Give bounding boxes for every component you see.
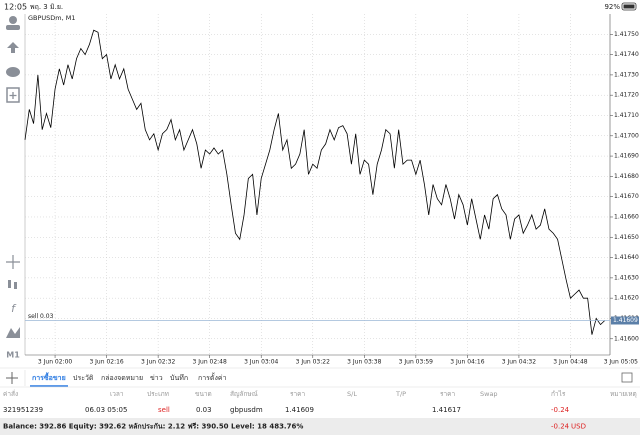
y-tick-label: 1.41690 [614,153,639,160]
column-header: ประเภท [147,390,169,398]
price-tag [611,316,639,325]
new-order-icon[interactable] [6,87,20,103]
account-icon[interactable] [9,16,17,24]
table-cell: -0.24 [551,406,570,414]
column-header: S/L [347,390,357,398]
y-tick-label: 1.41630 [614,274,639,281]
table-cell: 1.41609 [285,406,314,414]
y-tick-label: 1.41700 [614,132,639,139]
x-tick-label: 3 Jun 03:22 [296,359,330,366]
add-button[interactable] [6,372,18,384]
total-profit: -0.24 [551,423,570,431]
status-date: พฤ. 3 มิ.ย. [30,3,63,11]
tab[interactable]: บันทึก [170,373,188,382]
chat-icon[interactable] [6,67,20,77]
position-label: sell 0.03 [28,313,54,320]
y-tick-label: 1.41660 [614,213,639,220]
tab[interactable]: กล่องจดหมาย [101,374,143,382]
column-header: หมายเหตุ [610,390,637,398]
chart-title: GBPUSDm, M1 [28,14,76,22]
column-header: ราคา [440,390,455,398]
trade-icon[interactable] [7,42,19,53]
battery-level [623,4,635,9]
y-tick-label: 1.41600 [614,335,639,342]
x-tick-label: 3 Jun 04:16 [450,359,484,366]
currency: USD [571,423,586,431]
table-cell: gbpusdm [230,406,263,414]
balance-text: Balance: 392.86 Equity: 392.62 หลักประกั… [3,423,303,431]
column-header: ขนาด [195,390,212,398]
x-tick-label: 3 Jun 04:32 [502,359,536,366]
account-icon-body[interactable] [6,25,20,30]
timeframe[interactable]: M1 [6,351,20,360]
x-tick-label: 3 Jun 03:38 [347,359,381,366]
orders-table: ค่าสั่ง เวลา ประเภท ขนาด สัญลักษณ์ ราคา S/L T/P… [3,389,637,414]
table-cell: 321951239 [3,406,43,414]
x-tick-label: 3 Jun 02:48 [193,359,227,366]
table-cell: 06.03 05:05 [85,406,127,414]
balance-bar [0,418,640,435]
tab[interactable]: ข่าว [150,374,163,382]
column-header: สัญลักษณ์ [230,390,258,398]
new-order-plus [9,92,17,99]
price-line [24,29,606,335]
column-header: Swap [480,390,498,398]
table-cell: sell [158,406,170,414]
y-tick-label: 1.41720 [614,92,639,99]
status-battery: 92% [604,3,620,11]
crosshair-icon[interactable] [6,255,20,269]
x-tick-label: 3 Jun 02:32 [141,359,175,366]
x-tick-label: 3 Jun 05:05 [604,359,638,366]
left-toolbar: f M1 [6,16,20,360]
tab[interactable]: การซื้อขาย [32,371,66,382]
column-header: ราคา [290,390,305,398]
y-tick-label: 1.41670 [614,193,639,200]
table-cell: 0.03 [196,406,212,414]
table-cell: 1.41617 [432,406,461,414]
chart: 1.416001.416101.416201.416301.416401.416… [24,14,639,366]
y-tick-label: 1.41710 [614,112,639,119]
y-tick-label: 1.41750 [614,31,639,38]
x-tick-label: 3 Jun 02:16 [89,359,123,366]
x-tick-label: 3 Jun 03:04 [244,359,278,366]
y-tick-label: 1.41680 [614,173,639,180]
column-header: ค่าสั่ง [3,389,18,398]
tab[interactable]: ประวัติ [73,374,94,382]
price-tag-label: 1.41609 [613,317,638,324]
layout-button[interactable] [621,372,633,383]
indicators-icon-2 [14,282,17,289]
function-icon[interactable]: f [11,302,17,315]
y-tick-label: 1.41640 [614,254,639,261]
y-tick-label: 1.41730 [614,71,639,78]
status-time: 12:05 [4,3,27,12]
y-tick-label: 1.41740 [614,51,639,58]
y-tick-label: 1.41650 [614,234,639,241]
tab-bar: การซื้อขาย ประวัติ กล่องจดหมาย ข่าว บันทึก กา… [30,371,227,387]
x-tick-label: 3 Jun 04:48 [553,359,587,366]
column-header: T/P [395,390,406,398]
objects-icon[interactable] [6,327,20,338]
tab[interactable]: การตั้งค่า [198,371,227,382]
x-tick-label: 3 Jun 02:00 [38,359,72,366]
column-header: กำไร [551,390,566,398]
y-tick-label: 1.41620 [614,295,639,302]
indicators-icon[interactable] [8,280,11,288]
battery-icon [621,2,637,11]
x-tick-label: 3 Jun 03:59 [399,359,433,366]
column-header: เวลา [110,390,124,398]
